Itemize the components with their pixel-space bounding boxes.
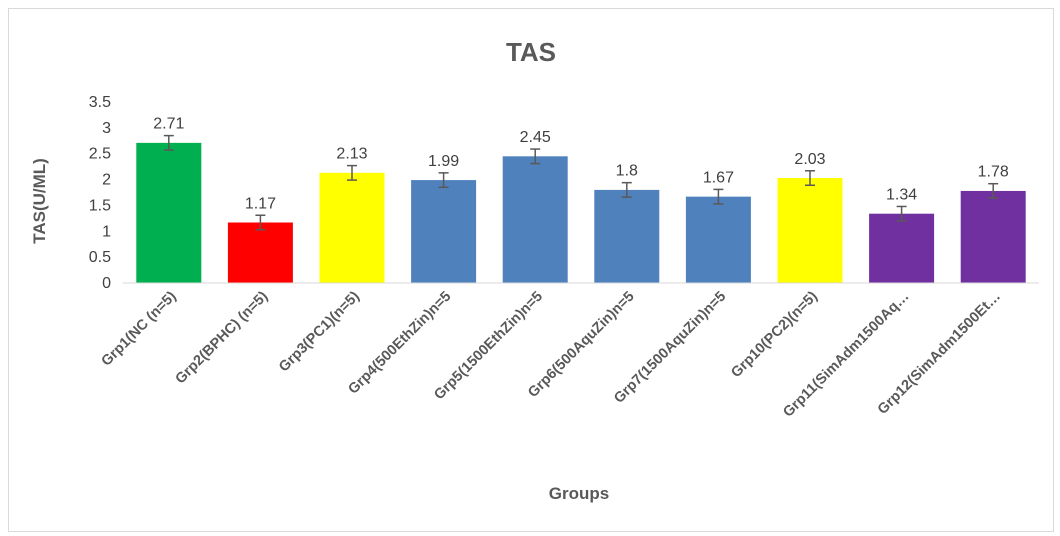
bar bbox=[685, 196, 751, 283]
error-bar bbox=[621, 181, 632, 198]
data-labels-group: 2.71 1.17 2.13 1.99 2.45 1.8 1.67 2.03 1.34 1.78 bbox=[153, 116, 1009, 213]
x-tick-label: Grp6(500AquZin)n=5 bbox=[525, 289, 637, 401]
error-bar bbox=[805, 170, 815, 187]
error-bar bbox=[163, 134, 174, 151]
error-bars-group bbox=[163, 134, 999, 231]
x-axis-ticks: Grp1(NC (n=5)Grp2(BPHC) (n=5) Grp3(PC1)(n… bbox=[99, 288, 1005, 420]
tas-bar-chart: TAS TAS(U/ML) Groups 0 0.5 1 1.5 2 2.5 3 3.5 2.… bbox=[30, 37, 1039, 503]
data-label: 1.78 bbox=[978, 164, 1009, 181]
data-label: 2.13 bbox=[336, 146, 367, 163]
bar bbox=[227, 222, 293, 283]
x-tick-label: Grp10(PC2)(n=5) bbox=[728, 288, 821, 381]
chart-frame: TAS TAS(U/ML) Groups 0 0.5 1 1.5 2 2.5 3 3.5 2.… bbox=[8, 8, 1054, 532]
error-bar bbox=[438, 172, 449, 189]
x-tick-label: Grp1(NC (n=5) bbox=[99, 288, 180, 369]
data-label: 2.71 bbox=[153, 116, 184, 133]
data-label: 1.67 bbox=[703, 169, 734, 186]
y-tick-label: 2.5 bbox=[89, 146, 111, 163]
bar bbox=[502, 156, 568, 283]
y-tick-label: 0 bbox=[102, 275, 111, 292]
y-axis-label: TAS(U/ML) bbox=[30, 158, 49, 244]
x-tick-label: Grp4(500EthZin)n=5 bbox=[345, 289, 454, 398]
bar bbox=[411, 180, 477, 283]
bar bbox=[869, 213, 935, 283]
bar bbox=[777, 178, 843, 283]
error-bar bbox=[713, 188, 724, 205]
data-label: 1.8 bbox=[616, 163, 638, 180]
bar bbox=[319, 172, 385, 283]
y-tick-label: 3 bbox=[102, 120, 111, 137]
y-tick-label: 2 bbox=[102, 172, 111, 189]
error-bar bbox=[530, 148, 541, 165]
y-tick-label: 1.5 bbox=[89, 197, 111, 214]
error-bar bbox=[255, 214, 266, 231]
x-tick-label: Grp3(PC1)(n=5) bbox=[276, 288, 363, 375]
data-label: 1.34 bbox=[886, 186, 917, 203]
data-label: 2.03 bbox=[794, 151, 825, 168]
bars-group bbox=[136, 142, 1026, 283]
bar bbox=[960, 190, 1026, 283]
error-bar bbox=[347, 164, 357, 181]
error-bar bbox=[988, 182, 999, 199]
y-tick-label: 0.5 bbox=[89, 249, 111, 266]
x-tick-label: Grp2(BPHC) (n=5) bbox=[172, 288, 271, 387]
y-tick-label: 1 bbox=[102, 223, 111, 240]
data-label: 2.45 bbox=[520, 129, 551, 146]
bar bbox=[136, 142, 202, 283]
chart-title: TAS bbox=[506, 37, 556, 67]
y-tick-label: 3.5 bbox=[89, 94, 111, 111]
data-label: 1.17 bbox=[245, 195, 276, 212]
y-axis-ticks: 0 0.5 1 1.5 2 2.5 3 3.5 bbox=[89, 94, 111, 292]
x-axis-label: Groups bbox=[549, 484, 609, 503]
bar bbox=[594, 189, 660, 283]
error-bar bbox=[896, 205, 907, 222]
data-label: 1.99 bbox=[428, 153, 459, 170]
